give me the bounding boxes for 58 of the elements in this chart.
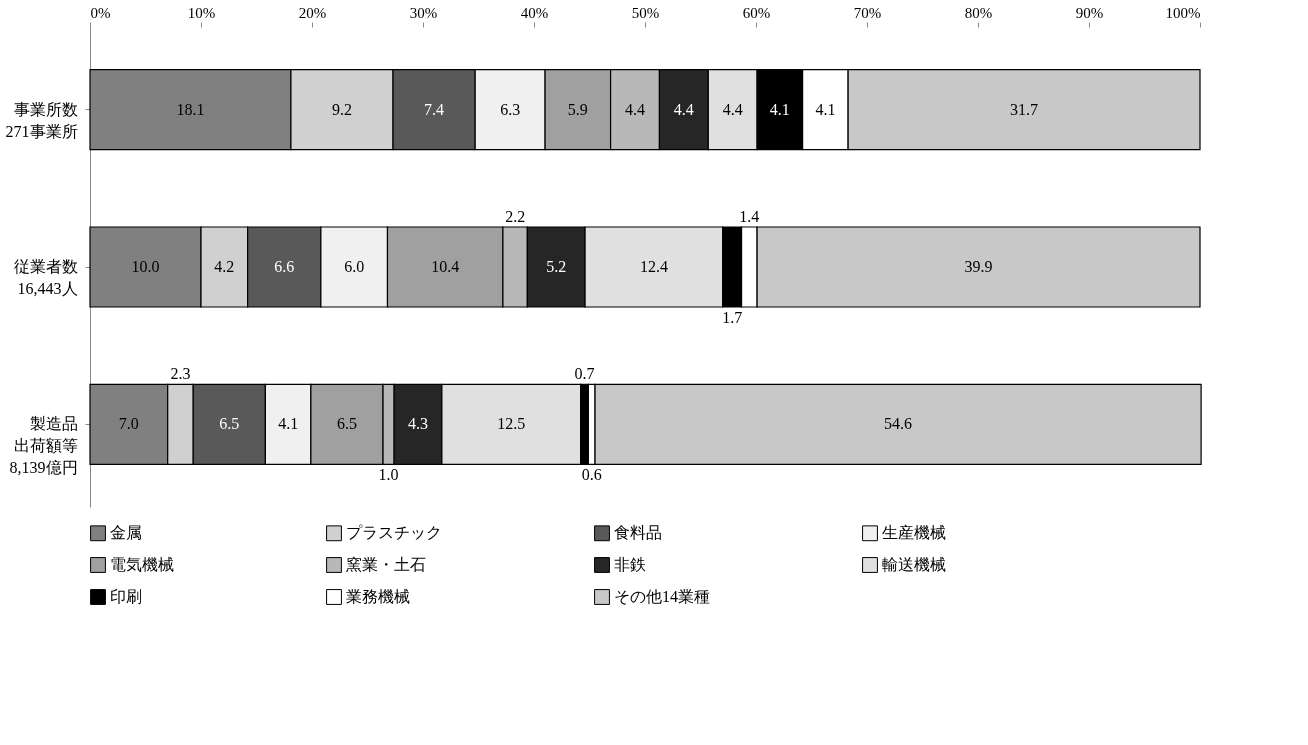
- data-label: 31.7: [1010, 100, 1039, 118]
- y-tick-label: 従業者数16,443人: [13, 258, 78, 297]
- x-tick-label: 80%: [964, 4, 993, 21]
- legend-label: 食料品: [614, 524, 662, 542]
- x-tick-label: 40%: [520, 4, 549, 21]
- data-label: 1.4: [739, 208, 760, 225]
- data-label: 4.4: [722, 100, 743, 118]
- data-label: 2.2: [505, 208, 526, 225]
- data-label: 39.9: [964, 258, 993, 275]
- data-label: 6.5: [336, 415, 357, 433]
- data-label: 7.0: [118, 415, 139, 433]
- data-label: 2.3: [170, 365, 191, 383]
- data-label: 4.1: [769, 100, 790, 118]
- x-tick-label: 50%: [631, 4, 660, 21]
- data-label: 12.5: [497, 415, 526, 433]
- data-label: 4.4: [625, 100, 646, 118]
- legend-label: その他14業種: [614, 588, 710, 605]
- y-tick-label: 製造品出荷額等8,139億円: [9, 415, 78, 477]
- legend-label: プラスチック: [346, 524, 442, 542]
- legend-label: 業務機械: [346, 588, 410, 605]
- data-label: 12.4: [639, 258, 668, 275]
- data-label: 6.0: [344, 258, 365, 275]
- data-label: 5.2: [546, 258, 567, 275]
- data-label: 9.2: [331, 100, 352, 118]
- data-label: 1.7: [722, 309, 743, 326]
- x-tick-label: 60%: [742, 4, 771, 21]
- legend-label: 電気機械: [110, 556, 174, 573]
- x-tick-label: 90%: [1075, 4, 1104, 21]
- x-tick-label: 70%: [853, 4, 882, 21]
- data-label: 0.6: [581, 466, 602, 484]
- data-label: 4.2: [214, 258, 235, 275]
- legend-label: 窯業・土石: [346, 556, 426, 573]
- legend-label: 非鉄: [614, 556, 646, 573]
- data-label: 6.6: [274, 258, 295, 275]
- legend-label: 印刷: [110, 588, 142, 605]
- x-tick-label: 0%: [90, 4, 111, 21]
- data-label: 7.4: [424, 100, 445, 118]
- data-label: 4.1: [815, 100, 836, 118]
- data-label: 54.6: [884, 415, 913, 433]
- x-tick-label: 30%: [409, 4, 438, 21]
- data-label: 5.9: [567, 100, 588, 118]
- data-label: 6.5: [219, 415, 240, 433]
- x-tick-label: 100%: [1165, 4, 1201, 21]
- data-label: 4.4: [673, 100, 694, 118]
- data-label: 10.4: [431, 258, 460, 275]
- data-label: 6.3: [500, 100, 521, 118]
- data-label: 4.1: [278, 415, 299, 433]
- legend-label: 金属: [110, 524, 142, 542]
- data-label: 4.3: [408, 415, 429, 433]
- legend-label: 生産機械: [882, 524, 946, 542]
- data-label: 0.7: [574, 365, 595, 383]
- data-label: 18.1: [176, 100, 205, 118]
- data-label: 1.0: [378, 466, 399, 484]
- data-label: 10.0: [131, 258, 160, 275]
- x-tick-label: 20%: [298, 4, 327, 21]
- x-tick-label: 10%: [187, 4, 216, 21]
- y-tick-label: 事業所数271事業所: [5, 100, 78, 140]
- legend-label: 輸送機械: [882, 556, 946, 573]
